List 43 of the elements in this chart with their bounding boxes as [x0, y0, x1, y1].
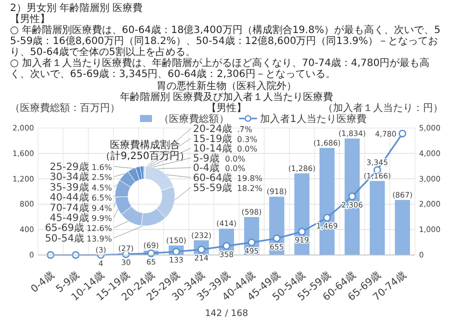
text: 0.0%	[237, 144, 258, 154]
text: 142 / 168	[204, 309, 248, 319]
text: 0.0%	[225, 164, 246, 174]
y-axis-title: （医療費総額：百万円）	[10, 102, 120, 114]
slice-label: 60-64歳	[193, 172, 232, 184]
text: ○ 年齢階層別医療費は、60-64歳：18億3,400万円（構成割合19.8%）が最も高く、次いで、55-59歳：16億8,600万円（同18.2%）、50-54歳：12億8,600万円（同13.9%）－となっており、50-64歳で全体の5割以上を占める。	[10, 24, 440, 58]
data-label: 0.3%	[237, 134, 258, 144]
slice-label: 50-54歳	[44, 232, 84, 244]
legend-label: 0-4歳	[193, 162, 220, 174]
text: 0.0%	[225, 154, 246, 164]
data-label: .7%	[237, 125, 253, 134]
data-label: 12.6%	[86, 224, 112, 234]
slice-label: 55-59歳	[193, 182, 232, 194]
text: 【男性】	[10, 13, 50, 25]
legend-label: 5-9歳	[193, 152, 220, 164]
chart-title: 胃の悪性新生物（医科入院外）	[156, 80, 296, 92]
text: 2）男女別 年齢階層別 医療費	[10, 2, 143, 14]
data-label: 18.2%	[237, 184, 263, 193]
text: ○ 加入者１人当たり医療費は、年齢階層が上がるほど高くなり、70-74歳：4,780円が最も高く、次いで、65-69歳：3,345円、60-64歳：2,306円－となっている。	[10, 57, 430, 80]
data-label: 9.9%	[92, 214, 112, 223]
data-label: 6.5%	[92, 194, 112, 203]
text: 【男性】	[206, 102, 246, 114]
data-label: 2.5%	[92, 173, 112, 182]
legend-label: 加入者1人当たり医療費	[260, 113, 366, 125]
slice-label: 35-39歳	[50, 181, 89, 194]
chart-subtitle: 年齢階層別 医療費及び加入者１人当たり医療費	[120, 91, 334, 103]
slice-label: 30-34歳	[50, 171, 89, 184]
slice-label: 20-24歳	[193, 123, 232, 135]
slice-label: 40-44歳	[50, 192, 89, 204]
slice-label: 15-19歳	[193, 132, 232, 145]
y2-axis-title: （加入者１人当たり：円）	[323, 102, 443, 114]
data-label: 13.9%	[86, 234, 112, 244]
slice-label: 45-49歳	[50, 212, 89, 224]
slice-label: 70-74歳	[50, 202, 89, 214]
x-tick-label: 0-4歳	[28, 269, 56, 296]
data-label: 9.4%	[92, 204, 112, 213]
slice-label: 65-69歳	[44, 222, 84, 234]
text: 医療費構成割合（計9,250百万円）	[100, 139, 190, 162]
data-label: 1.6%	[92, 163, 112, 172]
slice-label: 25-29歳	[50, 161, 89, 173]
legend-label: （医療費総額）	[159, 113, 229, 125]
data-label: 4.5%	[92, 183, 112, 192]
data-label: 19.8%	[237, 174, 263, 183]
